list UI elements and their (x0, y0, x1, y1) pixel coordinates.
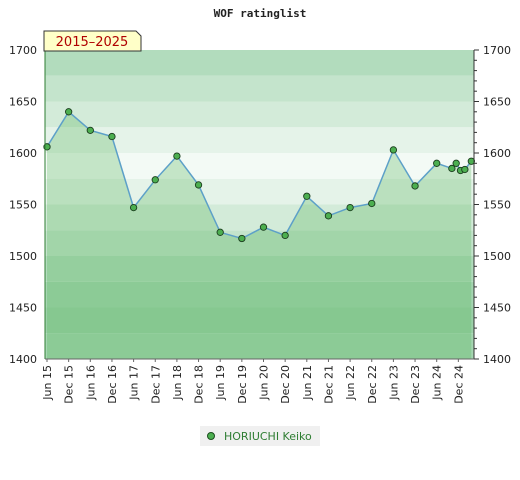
background-band (45, 230, 474, 256)
background-band (45, 333, 474, 359)
y-tick-label-left: 1450 (9, 302, 37, 315)
y-tick-label-right: 1550 (483, 199, 511, 212)
y-tick-label-left: 1600 (9, 147, 37, 160)
background-band (45, 256, 474, 282)
background-bands (45, 50, 474, 359)
data-point (65, 108, 73, 116)
data-point (452, 159, 460, 167)
x-tick-label: Dec 19 (236, 365, 249, 404)
background-band (45, 307, 474, 334)
y-tick-label-left: 1650 (9, 96, 37, 109)
area-layer (47, 111, 472, 359)
y-tick-label-right: 1450 (483, 302, 511, 315)
y-tick-label-right: 1600 (483, 147, 511, 160)
x-tick-label: Jun 17 (128, 365, 141, 401)
data-point (151, 176, 159, 184)
background-band (45, 75, 474, 102)
marker-layer (43, 108, 475, 243)
data-point (346, 203, 354, 212)
x-tick-label: Dec 16 (106, 365, 119, 404)
x-tick-label: Dec 24 (452, 365, 465, 404)
background-band (45, 101, 474, 128)
x-tick-label: Jun 15 (41, 365, 54, 401)
x-tick-label: Dec 22 (366, 365, 379, 404)
data-point (461, 165, 469, 174)
x-tick-label: Dec 23 (409, 365, 422, 404)
x-axis: Jun 15 Dec 15 Jun 16 Dec 16 Jun 17 Dec 17 Jun … (41, 359, 465, 404)
data-point (389, 146, 398, 154)
data-point (467, 157, 475, 165)
y-tick-label-right: 1700 (483, 44, 511, 57)
chart-title: WOF ratinglist (214, 7, 307, 20)
data-point (324, 212, 333, 220)
legend-marker (207, 432, 215, 440)
background-band (45, 50, 474, 76)
background-band (45, 178, 474, 205)
rating-area (47, 111, 472, 359)
x-tick-label: Jun 23 (387, 365, 400, 401)
y-tick-label-left: 1550 (9, 199, 37, 212)
data-point (448, 164, 456, 173)
x-tick-label: Dec 20 (279, 365, 292, 404)
x-tick-label: Dec 21 (322, 365, 335, 404)
x-tick-label: Jun 16 (84, 365, 97, 401)
y-tick-label-left: 1500 (9, 250, 37, 263)
data-point (86, 126, 94, 134)
y-axis-left: 1400 1450 1500 1550 1600 1650 1700 (9, 44, 37, 366)
x-tick-label: Dec 15 (63, 365, 76, 404)
period-badge: 2015–2025 (43, 30, 142, 52)
data-point (238, 234, 246, 243)
x-tick-label: Dec 17 (149, 365, 162, 404)
data-point (303, 192, 311, 200)
data-point (281, 231, 289, 240)
x-tick-label: Jun 18 (171, 365, 184, 401)
background-band (45, 204, 474, 231)
y-tick-label-right: 1500 (483, 250, 511, 263)
x-tick-label: Dec 18 (193, 365, 206, 404)
background-band (45, 281, 474, 308)
data-point (108, 132, 116, 141)
data-point (194, 181, 203, 189)
data-point (411, 182, 419, 190)
legend-label: HORIUCHI Keiko (224, 430, 312, 443)
x-tick-label: Jun 24 (431, 365, 444, 401)
y-tick-label-left: 1700 (9, 44, 37, 57)
x-tick-label: Jun 22 (344, 365, 357, 401)
data-point (129, 203, 138, 212)
x-tick-label: Jun 19 (214, 365, 227, 401)
y-tick-label-left: 1400 (9, 353, 37, 366)
y-axis-right: 1400 1450 1500 1550 1600 1650 1700 (474, 44, 511, 366)
data-point (433, 159, 441, 167)
x-tick-label: Jun 20 (258, 365, 271, 401)
x-tick-label: Jun 21 (301, 365, 314, 401)
data-point (216, 228, 224, 236)
data-point (173, 152, 181, 160)
y-tick-label-right: 1400 (483, 353, 511, 366)
data-point (259, 223, 268, 231)
background-band (45, 127, 474, 153)
legend: HORIUCHI Keiko (200, 426, 320, 446)
data-point (368, 199, 376, 208)
y-tick-label-right: 1650 (483, 96, 511, 109)
period-badge-text: 2015–2025 (56, 35, 129, 50)
